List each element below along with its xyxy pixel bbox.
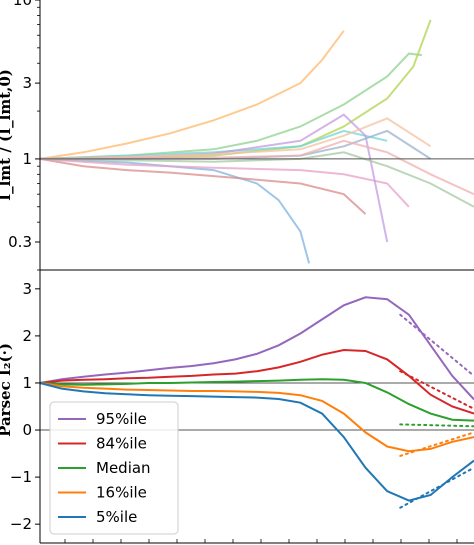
trajectory-line-3 [39,157,311,264]
dotted-extrapolation-1 [399,370,474,410]
trajectory-line-8 [39,117,432,160]
dotted-extrapolation-0 [399,313,474,377]
series-line-95pctile [39,296,474,401]
y-tick-label-3: 1 [22,374,32,392]
trajectory-line-11 [39,139,474,196]
y-tick-label-0: −2 [10,515,32,533]
legend-label-2: Median [96,459,151,477]
y-tick-label-3: 10 [13,0,32,9]
dotted-extrapolation-4 [399,466,474,509]
series-line-median [39,378,474,422]
y-axis-label: Parsec I₂(·) [0,343,14,437]
legend-label-0: 95%ile [96,410,147,428]
legend-label-1: 84%ile [96,435,147,453]
trajectory-line-0 [39,30,345,160]
trajectory-line-5 [39,157,410,208]
y-tick-label-5: 3 [22,280,32,298]
trajectory-line-1 [39,52,423,160]
y-tick-label-2: 3 [22,74,32,92]
trajectory-line-4 [39,157,367,215]
legend-label-3: 16%ile [96,484,147,502]
legend-box [49,401,179,535]
dotted-extrapolation-2 [399,423,474,428]
legend-label-4: 5%ile [96,508,137,526]
y-tick-label-2: 0 [22,421,32,439]
legend: 95%ile 84%ile Median 16%ile 5%ile [49,401,179,535]
trajectory-line-9 [39,151,474,208]
y-tick-label-4: 2 [22,327,32,345]
dotted-extrapolation-3 [399,431,474,457]
y-tick-label-1: 1 [22,150,32,168]
series-line-16pctile [39,382,474,453]
top-panel: 0.3 1 3 10 I_lmt / (I_lmt,0) [0,0,474,271]
y-tick-label-1: −1 [10,468,32,486]
y-axis-label: I_lmt / (I_lmt,0) [0,69,14,201]
series-line-5pctile [39,382,474,502]
series-line-84pctile [39,348,474,415]
y-tick-label-0: 0.3 [8,233,32,251]
bottom-panel: −2 −1 0 1 2 3 Parsec I₂(·) 95%ile 84%ile Median 16… [0,269,474,544]
